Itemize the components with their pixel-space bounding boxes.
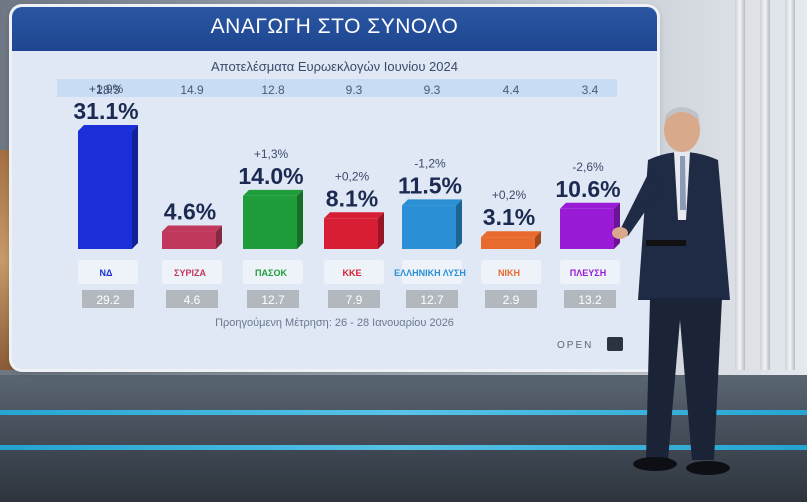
euro-result-label: 28.3	[96, 83, 120, 97]
euro-result-label: 3.4	[582, 83, 599, 97]
studio-pillar	[760, 0, 770, 370]
bar-change-label: +0,2%	[335, 169, 370, 183]
bar-top	[324, 212, 384, 219]
bar-value-label: 3.1%	[483, 204, 535, 230]
party-logo: ΝΙΚΗ	[498, 268, 520, 278]
bar-value-label: 10.6%	[555, 176, 620, 202]
bar	[324, 218, 378, 249]
party-logo: ΠΑΣΟΚ	[255, 268, 287, 278]
background-wall	[0, 150, 14, 370]
bar-value-label: 4.6%	[164, 199, 216, 225]
bar-value-label: 11.5%	[398, 172, 462, 198]
bar-side	[535, 231, 541, 249]
previous-value-box	[166, 290, 218, 308]
chart-subtitle: Αποτελέσματα Ευρωεκλογών Ιουνίου 2024	[211, 59, 458, 74]
party-logo: ΕΛΛΗΝΙΚΗ ΛΥΣΗ	[394, 268, 466, 278]
chart-title: ΑΝΑΓΩΓΗ ΣΤΟ ΣΥΝΟΛΟ	[210, 15, 459, 38]
party-logo-box	[162, 260, 222, 284]
floor-light-strip	[0, 445, 807, 450]
previous-value-box	[328, 290, 380, 308]
bar	[243, 195, 297, 249]
previous-value-label: 7.9	[346, 293, 363, 307]
studio-pillar	[735, 0, 745, 370]
channel-logo: OPEN	[557, 340, 594, 351]
party-logo: ΠΛΕΥΣΗ	[570, 268, 606, 278]
bar-change-label: -1,2%	[414, 156, 446, 170]
previous-value-label: 12.7	[261, 293, 285, 307]
previous-value-label: 29.2	[96, 293, 120, 307]
bar-top	[162, 225, 222, 232]
euro-results-strip	[57, 79, 617, 97]
bar-side	[456, 199, 462, 249]
previous-value-label: 2.9	[503, 293, 520, 307]
bar-top	[243, 189, 303, 196]
bar-side	[132, 125, 138, 249]
bar-change-label: +0,2%	[492, 188, 527, 202]
bar-change-label: +1,3%	[254, 147, 289, 161]
euro-result-label: 9.3	[424, 83, 441, 97]
party-logo: ΚΚΕ	[342, 268, 361, 278]
bar-top	[402, 199, 462, 206]
bar-side	[378, 212, 384, 249]
presenter-figure	[612, 107, 730, 475]
bar-change-label: +1,9%	[89, 82, 124, 96]
previous-value-box	[247, 290, 299, 308]
party-logo: ΣΥΡΙΖΑ	[174, 268, 206, 278]
bar-value-label: 8.1%	[326, 185, 378, 211]
bar-top	[78, 125, 138, 131]
party-logo-box	[481, 260, 541, 284]
previous-value-box	[564, 290, 616, 308]
bar	[481, 237, 535, 249]
bar-top	[560, 202, 620, 209]
previous-value-box	[485, 290, 537, 308]
bar-value-label: 31.1%	[73, 98, 138, 124]
previous-value-box	[406, 290, 458, 308]
previous-value-box	[82, 290, 134, 308]
pollster-logo	[607, 337, 623, 351]
party-logo-box	[243, 260, 303, 284]
bar	[162, 231, 216, 249]
bar	[78, 131, 132, 249]
header-bar	[12, 7, 657, 51]
party-logo-box	[324, 260, 384, 284]
euro-result-label: 4.4	[503, 83, 520, 97]
party-logo-box	[402, 260, 462, 284]
party-logo-box	[560, 260, 620, 284]
previous-measurement-note: Προηγούμενη Μέτρηση: 26 - 28 Ιανουαρίου …	[215, 317, 454, 329]
bar	[560, 208, 614, 249]
euro-result-label: 14.9	[180, 83, 204, 97]
euro-result-label: 9.3	[346, 83, 363, 97]
previous-value-label: 12.7	[420, 293, 444, 307]
bar-change-label: -2,6%	[572, 160, 604, 174]
bar-top	[481, 231, 541, 238]
floor-light-strip	[0, 410, 807, 415]
party-logo: ΝΔ	[100, 268, 113, 278]
bar-side	[216, 225, 222, 249]
bar	[402, 205, 456, 249]
previous-value-label: 4.6	[184, 293, 201, 307]
bar-value-label: 14.0%	[238, 163, 303, 189]
previous-value-label: 13.2	[578, 293, 602, 307]
video-wall-screen: ΑΝΑΓΩΓΗ ΣΤΟ ΣΥΝΟΛΟ Αποτελέσματα Ευρωεκλο…	[12, 7, 657, 369]
bar-side	[297, 189, 303, 249]
bar-chart: 28.331.1% +1,9% ΝΔ 29.2 14.9 4.6% ΣΥΡΙΖΑ 4.6 12.…	[73, 82, 621, 308]
party-logo-box	[78, 260, 138, 284]
studio-pillar	[785, 0, 795, 370]
euro-result-label: 12.8	[261, 83, 285, 97]
